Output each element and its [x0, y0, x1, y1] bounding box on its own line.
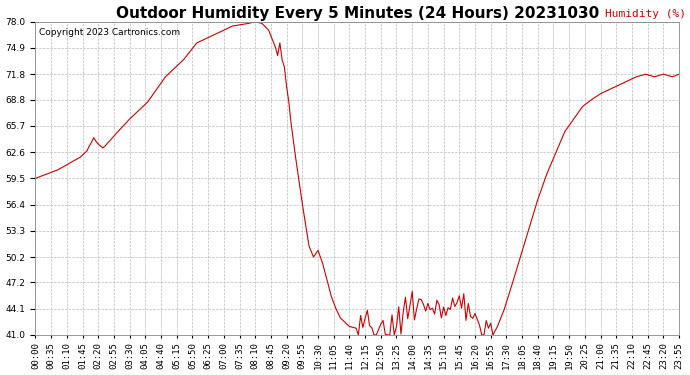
Title: Outdoor Humidity Every 5 Minutes (24 Hours) 20231030: Outdoor Humidity Every 5 Minutes (24 Hou…: [116, 6, 599, 21]
Text: Copyright 2023 Cartronics.com: Copyright 2023 Cartronics.com: [39, 28, 180, 37]
Text: Humidity (%): Humidity (%): [604, 9, 686, 19]
